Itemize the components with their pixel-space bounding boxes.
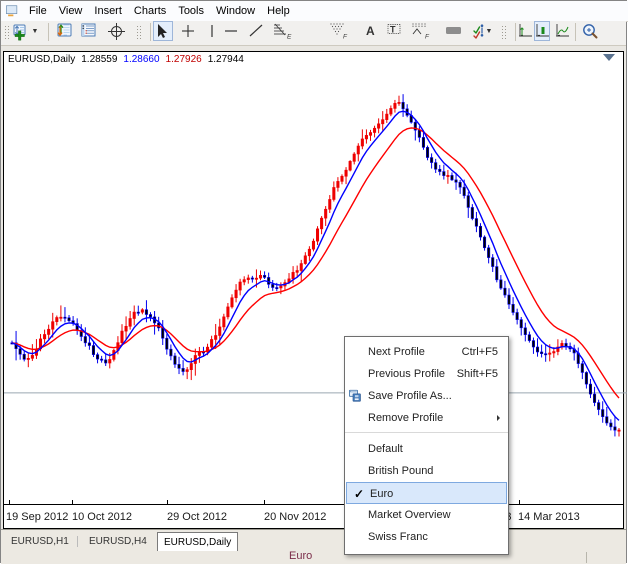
svg-text:F: F: [425, 34, 430, 40]
svg-text:T: T: [390, 25, 396, 35]
svg-text:F: F: [343, 34, 348, 40]
svg-text:E: E: [287, 34, 292, 40]
svg-text:A: A: [366, 24, 375, 38]
